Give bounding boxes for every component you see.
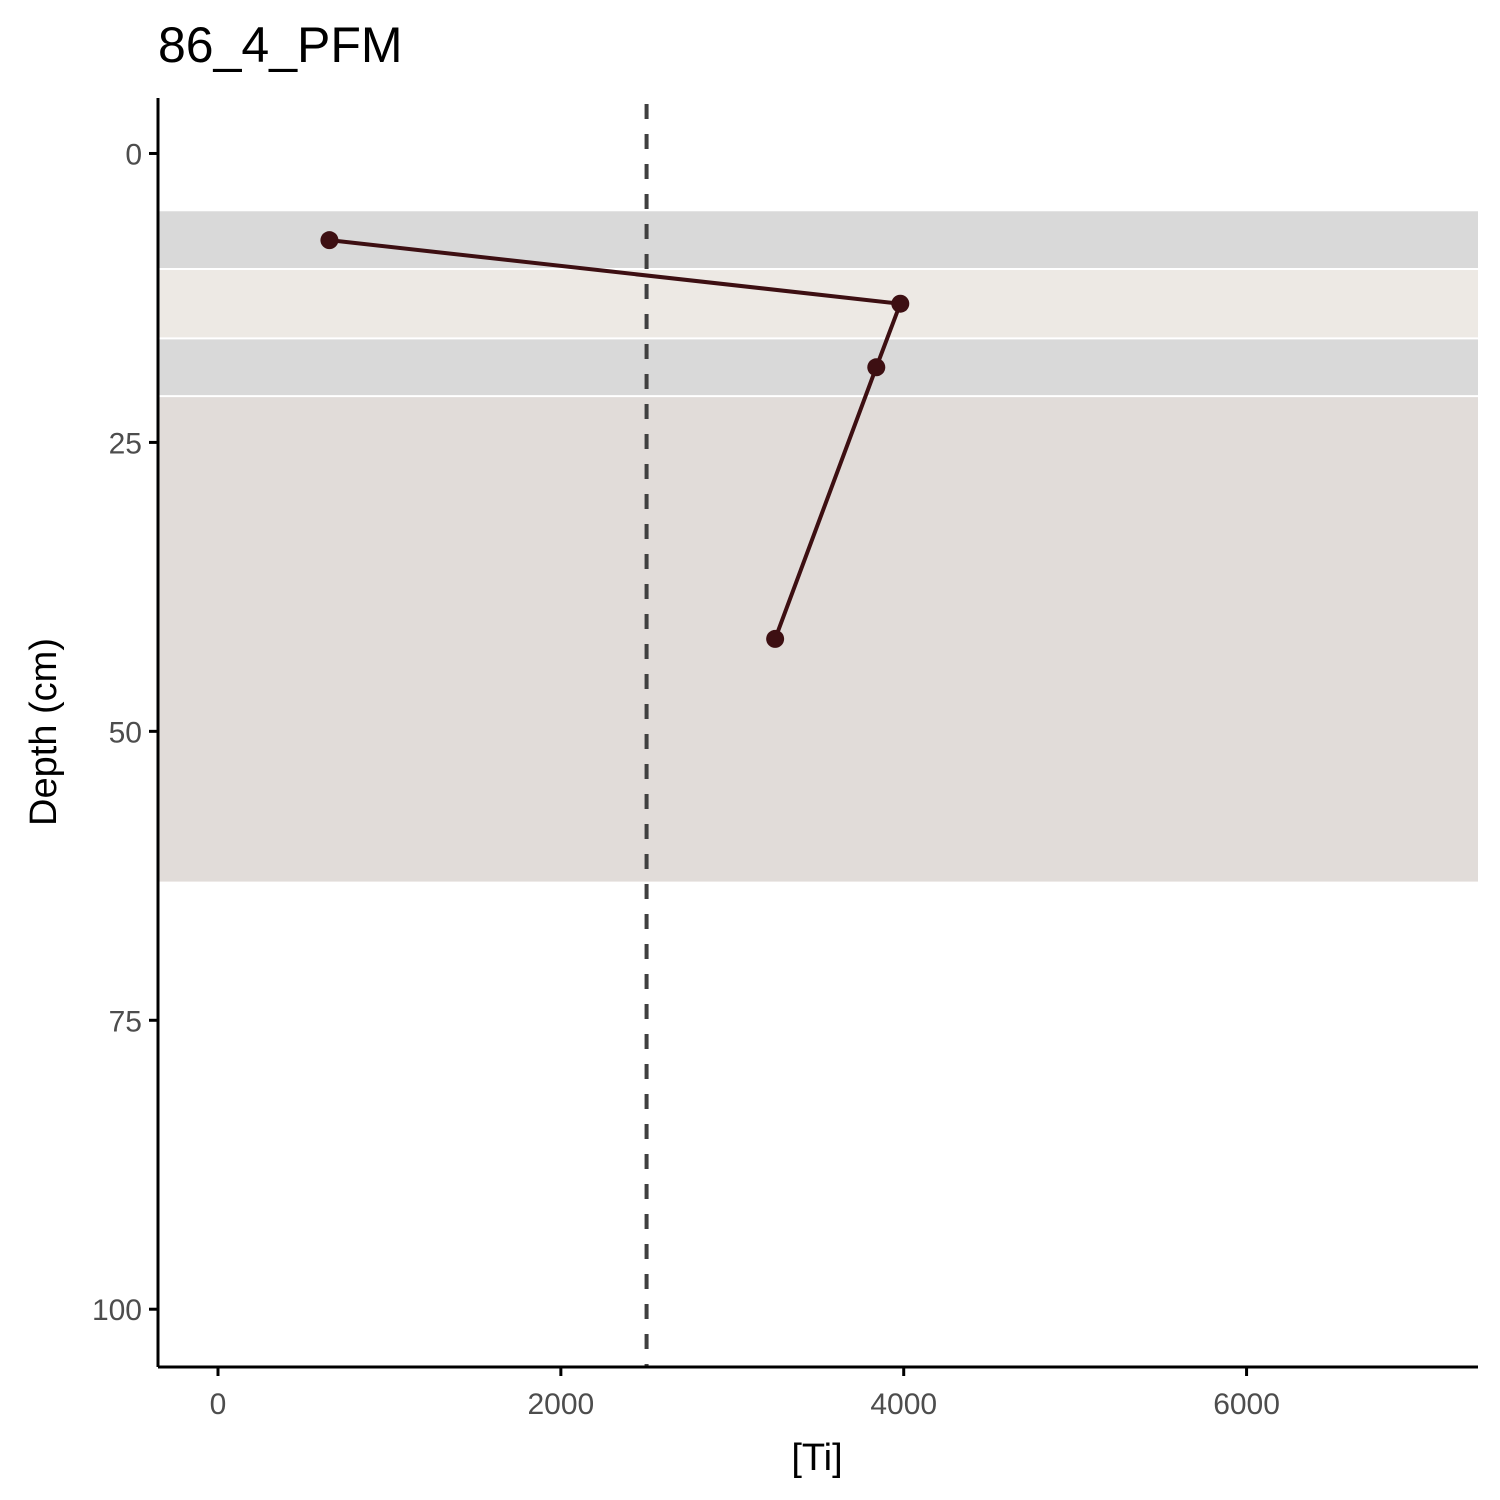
depth-band-2 — [158, 338, 1478, 397]
y-axis-ticks: 0 25 50 75 100 — [92, 138, 158, 1327]
y-tick-label: 50 — [109, 716, 142, 749]
y-tick-label: 0 — [125, 138, 142, 171]
depth-band-3 — [158, 396, 1478, 882]
series-layer — [320, 231, 910, 648]
y-tick-label: 75 — [109, 1005, 142, 1038]
x-tick-label: 0 — [210, 1388, 227, 1421]
x-tick-label: 4000 — [870, 1388, 937, 1421]
data-point-0 — [320, 231, 339, 250]
depth-band-0 — [158, 211, 1478, 270]
x-tick-label: 6000 — [1213, 1388, 1280, 1421]
depth-band-1 — [158, 269, 1478, 339]
depth-bands — [158, 211, 1478, 882]
chart-title: 86_4_PFM — [158, 17, 403, 73]
series-line-0 — [329, 238, 904, 640]
x-axis-title: [Ti] — [791, 1437, 842, 1479]
x-tick-label: 2000 — [527, 1388, 594, 1421]
y-tick-label: 25 — [109, 427, 142, 460]
data-point-1 — [891, 294, 910, 313]
y-axis-title: Depth (cm) — [23, 638, 65, 826]
y-tick-label: 100 — [92, 1294, 142, 1327]
data-point-2 — [867, 358, 886, 377]
x-axis-ticks: 0 2000 4000 6000 — [210, 1367, 1280, 1421]
data-point-3 — [766, 629, 785, 648]
